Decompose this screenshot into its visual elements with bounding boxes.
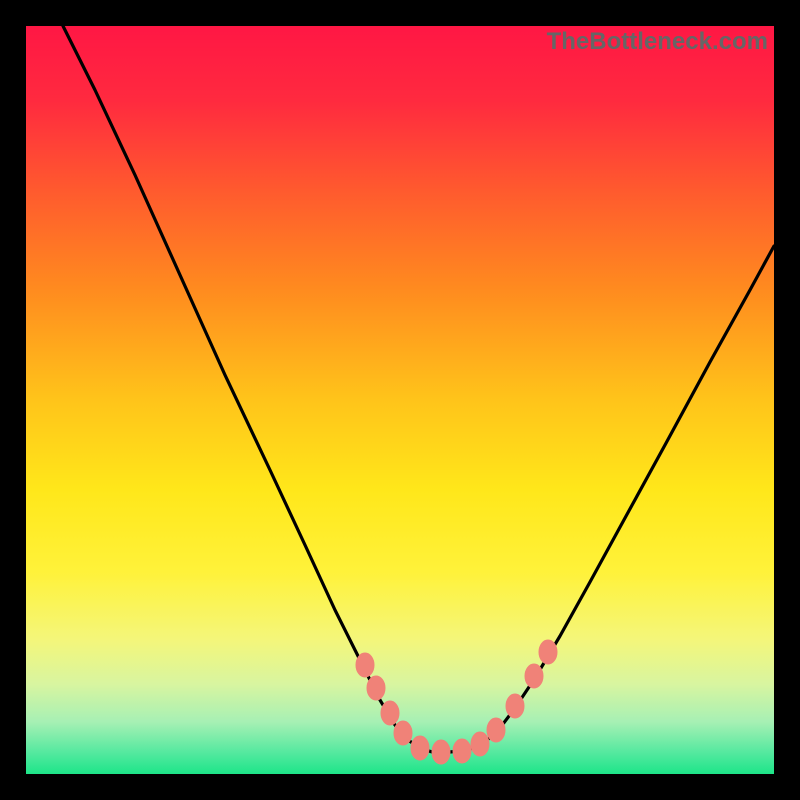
curve-marker <box>411 736 429 760</box>
curve-marker <box>394 721 412 745</box>
curve-marker <box>432 740 450 764</box>
plot-area <box>26 26 774 774</box>
curve-marker <box>356 653 374 677</box>
curve-marker <box>471 732 489 756</box>
curve-marker <box>525 664 543 688</box>
curve-marker <box>487 718 505 742</box>
watermark-text: TheBottleneck.com <box>547 28 768 56</box>
curve-marker <box>506 694 524 718</box>
bottleneck-curve <box>0 0 800 800</box>
curve-marker <box>453 739 471 763</box>
curve-marker <box>539 640 557 664</box>
chart-frame: TheBottleneck.com <box>0 0 800 800</box>
curve-markers <box>356 640 557 764</box>
curve-marker <box>367 676 385 700</box>
curve-marker <box>381 701 399 725</box>
